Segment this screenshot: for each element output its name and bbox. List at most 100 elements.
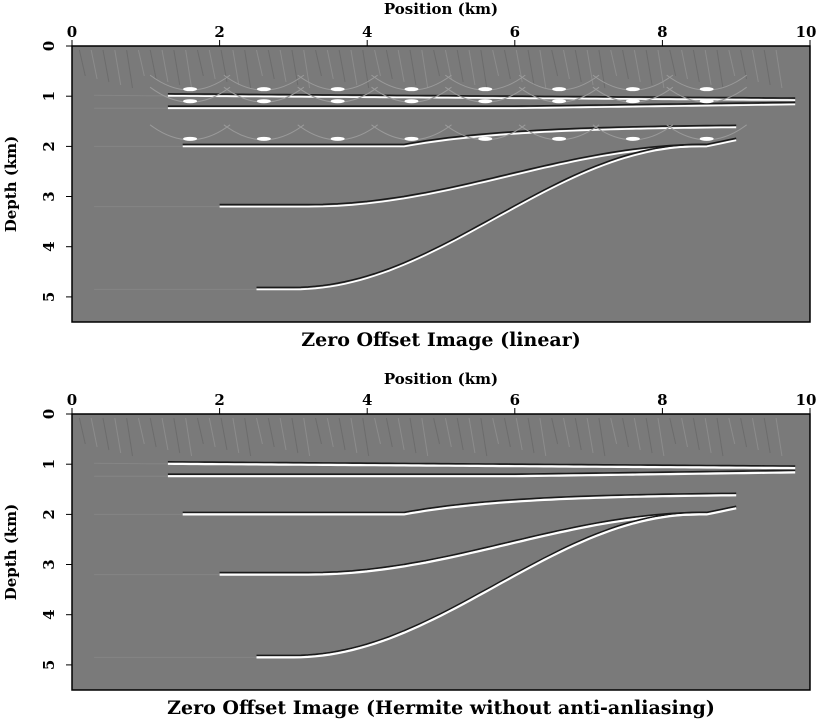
y-tick-label: 2 xyxy=(40,141,58,151)
noise-streak xyxy=(480,49,488,89)
noise-streak xyxy=(598,49,606,89)
noise-streak xyxy=(362,417,370,457)
reflector-bright xyxy=(167,471,796,478)
artifact-spot xyxy=(256,87,271,92)
reflector-dark xyxy=(256,143,707,289)
panel-bottom: Position (km) 0 2 4 6 8 10 Depth (km) 0 … xyxy=(2,370,816,719)
x-ticks-bottom: 0 2 4 6 8 10 xyxy=(67,391,817,409)
noise-streak xyxy=(185,49,193,89)
noise-streak xyxy=(161,49,169,83)
noise-streak xyxy=(244,49,252,89)
noise-streak xyxy=(716,49,724,89)
x-tick-label: 4 xyxy=(362,391,372,409)
artifact-spot xyxy=(256,136,271,141)
noise-streak xyxy=(503,49,511,80)
x-tick-marks-bottom xyxy=(71,408,811,414)
noise-streak xyxy=(456,417,464,451)
noise-streak xyxy=(291,417,299,454)
artifact-spot xyxy=(256,99,271,104)
noise-streak xyxy=(279,417,287,451)
x-tick-label: 8 xyxy=(657,23,667,41)
noise-streak xyxy=(149,417,157,448)
noise-streak xyxy=(78,417,86,445)
artifact-spot xyxy=(404,136,419,141)
artifact-spot xyxy=(183,136,198,141)
artifact-spot xyxy=(699,136,714,141)
noise-streak xyxy=(256,49,263,77)
artifact-spot xyxy=(183,87,198,92)
x-axis-title-bottom: Position (km) xyxy=(384,370,498,388)
plot-frame-top xyxy=(71,45,811,323)
artifact-spot xyxy=(330,87,345,92)
noise-streak xyxy=(385,49,393,80)
noise-streak xyxy=(326,49,334,80)
artifact-spot xyxy=(478,136,493,141)
noise-streak xyxy=(527,417,535,454)
noise-streak xyxy=(350,49,358,86)
seismic-image-top xyxy=(72,46,810,322)
noise-streak xyxy=(468,49,476,86)
noise-streak xyxy=(574,417,582,451)
noise-streak xyxy=(586,49,594,86)
noise-streak xyxy=(232,49,240,86)
noise-streak xyxy=(610,417,618,445)
noise-streak xyxy=(350,417,358,454)
y-tick-label: 5 xyxy=(40,660,58,670)
noise-streak xyxy=(385,417,393,448)
panel-title-top: Zero Offset Image (linear) xyxy=(301,329,581,351)
reflector-dark xyxy=(219,505,737,574)
noise-streak xyxy=(208,417,216,448)
x-tick-label: 4 xyxy=(362,23,372,41)
noise-streak xyxy=(775,417,783,457)
y-axis-title-top: Depth (km) xyxy=(2,136,20,233)
artifact-spot xyxy=(552,87,567,92)
noise-streak xyxy=(681,49,688,80)
artifact-spot xyxy=(183,99,198,104)
reflector-dark xyxy=(167,101,796,107)
noise-streak xyxy=(279,49,287,83)
noise-streak xyxy=(433,417,441,445)
noise-streak xyxy=(492,49,500,77)
y-tick-label: 1 xyxy=(40,459,58,469)
noise-streak xyxy=(256,417,263,445)
artifact-spot xyxy=(478,87,493,92)
artifact-spot xyxy=(330,99,345,104)
noise-streak xyxy=(645,417,653,454)
noise-streak xyxy=(563,417,570,448)
noise-streak xyxy=(704,417,712,454)
x-ticks-top: 0 2 4 6 8 10 xyxy=(67,23,817,41)
y-tick-label: 1 xyxy=(40,91,58,101)
x-tick-label: 2 xyxy=(214,23,224,41)
y-tick-marks-bottom xyxy=(66,413,72,666)
noise-streak xyxy=(161,417,169,451)
artifact-spot xyxy=(404,99,419,104)
artifact-spot xyxy=(625,99,640,104)
y-tick-label: 4 xyxy=(40,609,58,619)
noise-streak xyxy=(90,417,98,448)
noise-streak xyxy=(551,417,559,445)
noise-streak xyxy=(102,49,110,83)
noise-streak xyxy=(397,417,405,451)
noise-streak xyxy=(208,49,216,80)
noise-streak xyxy=(456,49,464,83)
noise-streak xyxy=(114,49,122,86)
artifact-spot xyxy=(625,87,640,92)
noise-streak xyxy=(669,417,677,445)
noise-streak xyxy=(751,417,759,451)
y-tick-label: 3 xyxy=(40,559,58,569)
noise-streak xyxy=(586,417,594,454)
noise-streak xyxy=(692,49,700,83)
noise-streak xyxy=(633,49,641,83)
noise-streak xyxy=(515,417,523,451)
noise-streak xyxy=(338,417,346,451)
x-tick-label: 10 xyxy=(796,391,817,409)
noise-streak xyxy=(598,417,606,457)
noise-streak xyxy=(716,417,724,457)
noise-streak xyxy=(397,49,405,83)
noise-streak xyxy=(409,417,417,454)
noise-streak xyxy=(610,49,618,77)
noise-streak xyxy=(775,49,783,89)
noise-streak xyxy=(421,417,429,457)
x-axis-title-top: Position (km) xyxy=(384,0,498,18)
artifact-spot xyxy=(625,136,640,141)
